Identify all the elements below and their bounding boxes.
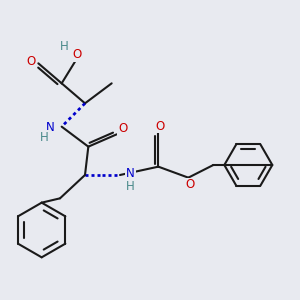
Text: O: O	[155, 119, 164, 133]
Text: O: O	[72, 48, 81, 61]
Text: O: O	[26, 55, 36, 68]
Text: N: N	[46, 121, 54, 134]
Text: H: H	[40, 131, 49, 144]
Text: O: O	[185, 178, 195, 191]
Text: O: O	[118, 122, 127, 135]
Text: H: H	[126, 180, 135, 193]
Text: H: H	[60, 40, 69, 53]
Text: N: N	[126, 167, 135, 180]
